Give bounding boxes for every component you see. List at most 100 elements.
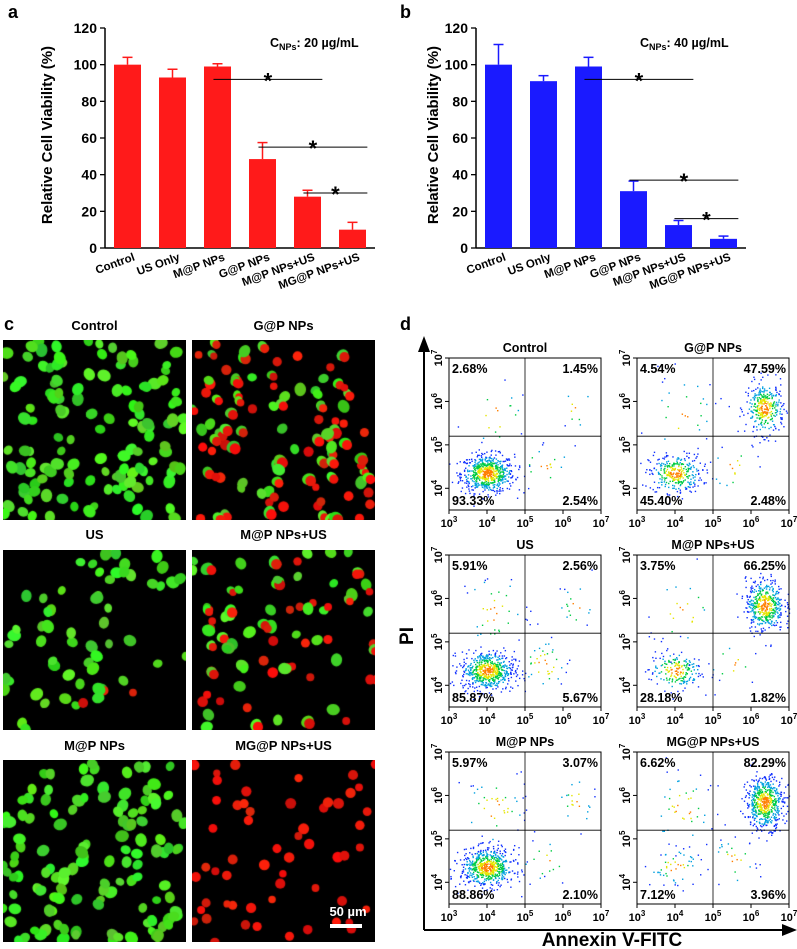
flow-events <box>640 363 788 505</box>
chart-a-annotation: CNPs: 20 µg/mL <box>270 36 359 52</box>
micrograph-image <box>192 340 375 520</box>
flow-x-tick-label: 104 <box>667 712 684 727</box>
flow-x-tick-label: 103 <box>441 515 458 530</box>
y-tick-label: 100 <box>74 57 98 73</box>
flow-y-tick-label: 107 <box>430 349 445 366</box>
bar-chart-a: Relative Cell Viability (%) CNPs: 20 µg/… <box>39 20 375 292</box>
bar <box>710 238 737 248</box>
quadrant-lower-right: 2.48% <box>751 494 786 508</box>
micrograph-title: US <box>85 527 104 542</box>
bar <box>620 191 647 248</box>
quadrant-lower-right: 2.54% <box>563 494 598 508</box>
quadrant-upper-right: 3.07% <box>563 756 598 770</box>
flow-x-tick-label: 105 <box>705 515 722 530</box>
flow-x-tick-label: 106 <box>743 515 760 530</box>
flow-y-tick-label: 105 <box>430 436 445 453</box>
flow-y-tick-label: 106 <box>430 393 445 410</box>
flow-x-tick-label: 104 <box>479 909 496 924</box>
significance-star: * <box>309 136 318 161</box>
quadrant-upper-left: 3.75% <box>640 559 675 573</box>
x-tick-label: M@P NPs <box>543 252 598 282</box>
quadrant-lower-left: 88.86% <box>452 888 494 902</box>
flow-y-tick-label: 106 <box>618 393 633 410</box>
flow-plot-title: M@P NPs+US <box>671 538 754 552</box>
quadrant-upper-left: 5.97% <box>452 756 487 770</box>
bar <box>204 66 231 248</box>
flow-y-tick-label: 106 <box>618 787 633 804</box>
quadrant-upper-right: 2.56% <box>563 559 598 573</box>
y-tick-label: 40 <box>452 167 468 183</box>
flow-events <box>449 569 593 701</box>
flow-events <box>449 379 589 507</box>
flow-x-tick-label: 104 <box>667 515 684 530</box>
flow-x-tick-label: 107 <box>593 515 610 530</box>
y-tick-label: 0 <box>89 240 97 256</box>
flow-plot-title: MG@P NPs+US <box>667 735 760 749</box>
flow-x-tick-label: 105 <box>517 515 534 530</box>
flow-x-tick-label: 106 <box>555 909 572 924</box>
micrograph-title: G@P NPs <box>253 318 314 333</box>
flow-ylabel: PI <box>397 627 418 645</box>
micrograph-image <box>3 550 186 730</box>
flow-x-tick-label: 104 <box>667 909 684 924</box>
quadrant-upper-right: 66.25% <box>744 559 786 573</box>
y-tick-label: 60 <box>81 130 97 146</box>
flow-x-tick-label: 106 <box>555 712 572 727</box>
x-tick-label: M@P NPs <box>172 252 227 282</box>
quadrant-lower-right: 3.96% <box>751 888 786 902</box>
flow-x-tick-label: 103 <box>629 909 646 924</box>
flow-x-tick-label: 107 <box>781 712 797 727</box>
micrograph-title: M@P NPs <box>64 738 125 753</box>
flow-y-tick-label: 105 <box>618 436 633 453</box>
flow-y-tick-label: 107 <box>430 743 445 760</box>
micrograph-title: M@P NPs+US <box>240 527 327 542</box>
significance-star: * <box>680 169 689 194</box>
flow-y-tick-label: 106 <box>430 590 445 607</box>
flow-y-tick-label: 106 <box>430 787 445 804</box>
flow-x-tick-label: 104 <box>479 515 496 530</box>
bar <box>485 64 512 249</box>
y-tick-label: 100 <box>445 57 469 73</box>
flow-y-tick-label: 107 <box>618 546 633 563</box>
flow-xlabel: Annexin V-FITC <box>542 930 683 949</box>
flow-x-tick-label: 103 <box>441 909 458 924</box>
flow-events <box>449 771 596 898</box>
micrograph-image <box>3 340 186 520</box>
y-tick-label: 60 <box>452 130 468 146</box>
flow-x-tick-label: 107 <box>593 909 610 924</box>
quadrant-lower-left: 93.33% <box>452 494 494 508</box>
flow-plot-title: US <box>516 538 533 552</box>
flow-x-tick-label: 105 <box>705 909 722 924</box>
chart-a-ylabel: Relative Cell Viability (%) <box>39 46 56 224</box>
bar-chart-b: Relative Cell Viability (%) CNPs: 40 µg/… <box>425 20 746 292</box>
quadrant-upper-right: 1.45% <box>563 362 598 376</box>
chart-b-ylabel: Relative Cell Viability (%) <box>425 46 442 224</box>
flow-events <box>644 558 791 700</box>
quadrant-upper-right: 82.29% <box>744 756 786 770</box>
significance-star: * <box>702 208 711 233</box>
y-tick-label: 0 <box>460 240 468 256</box>
bar <box>665 225 692 248</box>
quadrant-lower-right: 2.10% <box>563 888 598 902</box>
panel-label-d: d <box>400 314 411 334</box>
bar <box>294 196 321 248</box>
flow-x-tick-label: 105 <box>705 712 722 727</box>
flow-x-arrow-icon <box>782 924 797 936</box>
flow-y-arrow-icon <box>418 336 430 352</box>
quadrant-lower-left: 28.18% <box>640 691 682 705</box>
flow-y-tick-label: 105 <box>430 633 445 650</box>
flow-x-tick-label: 106 <box>743 909 760 924</box>
y-tick-label: 20 <box>452 203 468 219</box>
flow-cytometry-panel: PI Annexin V-FITC Control 2.68% 1.45% 93.33… <box>397 336 797 949</box>
quadrant-lower-left: 85.87% <box>452 691 494 705</box>
scale-bar-label: 50 µm <box>329 904 367 919</box>
bar <box>249 159 276 248</box>
panel-label-c: c <box>4 314 14 334</box>
flow-x-tick-label: 107 <box>781 515 797 530</box>
flow-y-tick-label: 104 <box>430 873 445 890</box>
quadrant-lower-right: 5.67% <box>563 691 598 705</box>
bar <box>114 64 141 249</box>
flow-y-tick-label: 104 <box>430 676 445 693</box>
quadrant-upper-left: 4.54% <box>640 362 675 376</box>
